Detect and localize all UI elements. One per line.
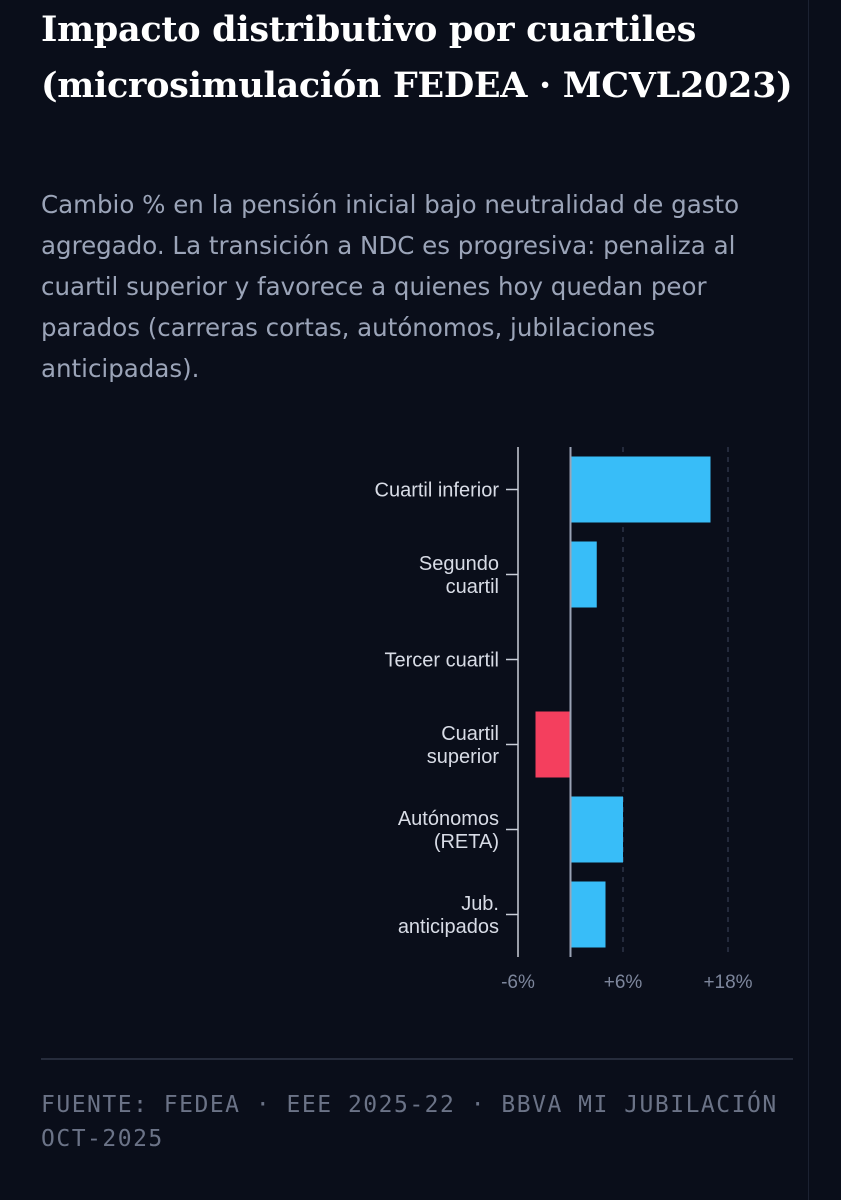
bar-4: [570, 796, 623, 863]
category-label-3-1: superior: [427, 746, 500, 768]
category-label-4-1: (RETA): [434, 831, 499, 853]
category-label-5-1: anticipados: [398, 916, 499, 938]
category-label-3-0: Cuartil: [441, 723, 499, 745]
category-label-2-0: Tercer cuartil: [385, 650, 499, 672]
footer-divider: [41, 1058, 793, 1060]
panel-frame: [808, 0, 809, 1200]
category-label-4-0: Autónomos: [398, 808, 499, 830]
x-tick-label-2: +18%: [703, 972, 752, 993]
x-tick-label-0: -6%: [501, 972, 535, 993]
chart-subtitle: Cambio % en la pensión inicial bajo neut…: [41, 190, 740, 383]
bar-5: [570, 881, 606, 948]
bar-3: [535, 711, 571, 778]
category-label-1-1: cuartil: [446, 576, 499, 598]
category-label-5-0: Jub.: [461, 893, 499, 915]
bar-0: [570, 456, 711, 523]
x-tick-label-1: +6%: [604, 972, 643, 993]
chart-title: Impacto distributivo por cuartiles (micr…: [41, 9, 793, 106]
bar-1: [570, 541, 597, 608]
source-note: FUENTE: FEDEA · EEE 2025-22 · BBVA MI JU…: [41, 1092, 778, 1152]
category-label-0-0: Cuartil inferior: [375, 480, 500, 502]
category-label-1-0: Segundo: [419, 553, 499, 575]
